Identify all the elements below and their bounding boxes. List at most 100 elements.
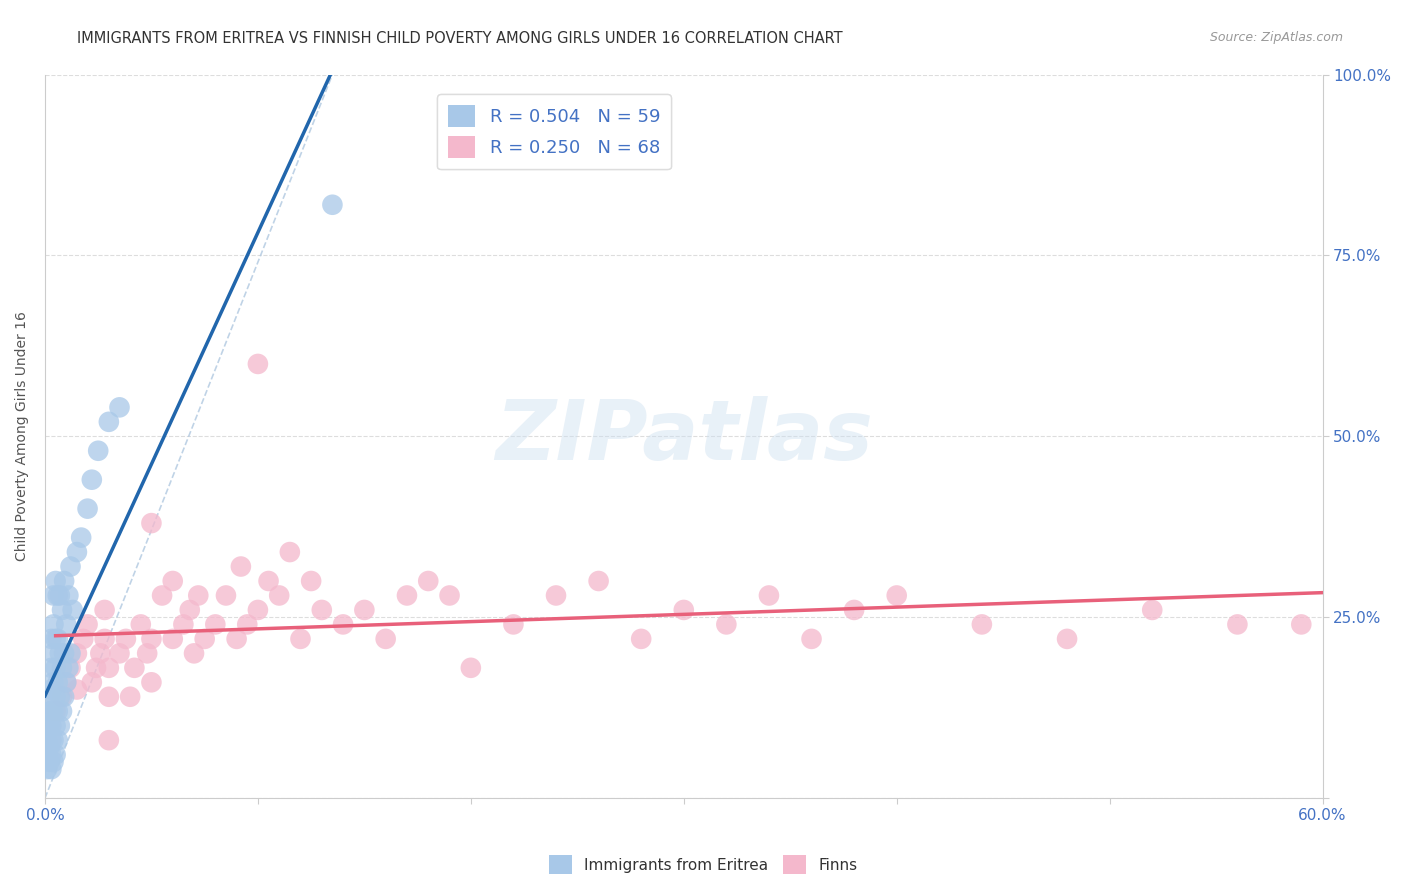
- Point: [97, 415, 120, 429]
- Point: [150, 589, 173, 603]
- Point: [55, 617, 77, 632]
- Point: [672, 603, 695, 617]
- Point: [183, 646, 205, 660]
- Point: [38, 690, 60, 704]
- Point: [886, 589, 908, 603]
- Text: IMMIGRANTS FROM ERITREA VS FINNISH CHILD POVERTY AMONG GIRLS UNDER 16 CORRELATIO: IMMIGRANTS FROM ERITREA VS FINNISH CHILD…: [77, 31, 844, 46]
- Point: [72, 632, 94, 646]
- Y-axis label: Child Poverty Among Girls Under 16: Child Poverty Among Girls Under 16: [15, 311, 30, 561]
- Point: [55, 675, 77, 690]
- Point: [970, 617, 993, 632]
- Point: [53, 646, 76, 660]
- Point: [93, 603, 115, 617]
- Point: [42, 617, 65, 632]
- Legend: Immigrants from Eritrea, Finns: Immigrants from Eritrea, Finns: [543, 849, 863, 880]
- Point: [229, 559, 252, 574]
- Point: [46, 589, 69, 603]
- Point: [42, 646, 65, 660]
- Point: [41, 704, 63, 718]
- Point: [45, 574, 67, 588]
- Point: [38, 719, 60, 733]
- Point: [41, 762, 63, 776]
- Point: [58, 661, 80, 675]
- Point: [41, 719, 63, 733]
- Point: [46, 704, 69, 718]
- Point: [630, 632, 652, 646]
- Point: [38, 755, 60, 769]
- Point: [42, 755, 65, 769]
- Point: [45, 661, 67, 675]
- Point: [53, 690, 76, 704]
- Point: [45, 704, 67, 718]
- Point: [129, 617, 152, 632]
- Point: [87, 443, 110, 458]
- Point: [66, 682, 89, 697]
- Point: [97, 661, 120, 675]
- Point: [194, 632, 217, 646]
- Point: [46, 675, 69, 690]
- Point: [108, 646, 131, 660]
- Point: [204, 617, 226, 632]
- Point: [141, 675, 163, 690]
- Point: [42, 704, 65, 718]
- Point: [42, 589, 65, 603]
- Point: [37, 762, 59, 776]
- Text: ZIPatlas: ZIPatlas: [495, 396, 873, 477]
- Point: [41, 661, 63, 675]
- Point: [66, 545, 89, 559]
- Point: [59, 559, 82, 574]
- Point: [1226, 617, 1249, 632]
- Point: [51, 603, 73, 617]
- Point: [236, 617, 259, 632]
- Point: [58, 589, 80, 603]
- Point: [80, 473, 103, 487]
- Point: [38, 740, 60, 755]
- Point: [115, 632, 138, 646]
- Point: [215, 589, 238, 603]
- Point: [374, 632, 396, 646]
- Point: [45, 690, 67, 704]
- Point: [41, 682, 63, 697]
- Point: [278, 545, 301, 559]
- Point: [80, 675, 103, 690]
- Point: [1142, 603, 1164, 617]
- Point: [51, 690, 73, 704]
- Point: [41, 632, 63, 646]
- Point: [70, 531, 93, 545]
- Point: [76, 617, 98, 632]
- Point: [93, 632, 115, 646]
- Point: [439, 589, 461, 603]
- Point: [716, 617, 738, 632]
- Point: [49, 719, 72, 733]
- Point: [842, 603, 865, 617]
- Point: [141, 632, 163, 646]
- Point: [418, 574, 440, 588]
- Point: [299, 574, 322, 588]
- Point: [332, 617, 354, 632]
- Point: [59, 661, 82, 675]
- Point: [257, 574, 280, 588]
- Point: [41, 733, 63, 747]
- Point: [290, 632, 312, 646]
- Point: [141, 516, 163, 530]
- Point: [108, 401, 131, 415]
- Point: [246, 357, 269, 371]
- Point: [59, 646, 82, 660]
- Point: [187, 589, 209, 603]
- Point: [502, 617, 524, 632]
- Point: [353, 603, 375, 617]
- Point: [49, 589, 72, 603]
- Point: [162, 632, 184, 646]
- Point: [84, 661, 107, 675]
- Point: [46, 632, 69, 646]
- Point: [395, 589, 418, 603]
- Point: [269, 589, 291, 603]
- Point: [321, 198, 343, 212]
- Legend: R = 0.504   N = 59, R = 0.250   N = 68: R = 0.504 N = 59, R = 0.250 N = 68: [437, 95, 671, 169]
- Point: [66, 646, 89, 660]
- Point: [1291, 617, 1313, 632]
- Point: [1056, 632, 1078, 646]
- Point: [37, 733, 59, 747]
- Point: [246, 603, 269, 617]
- Point: [89, 646, 111, 660]
